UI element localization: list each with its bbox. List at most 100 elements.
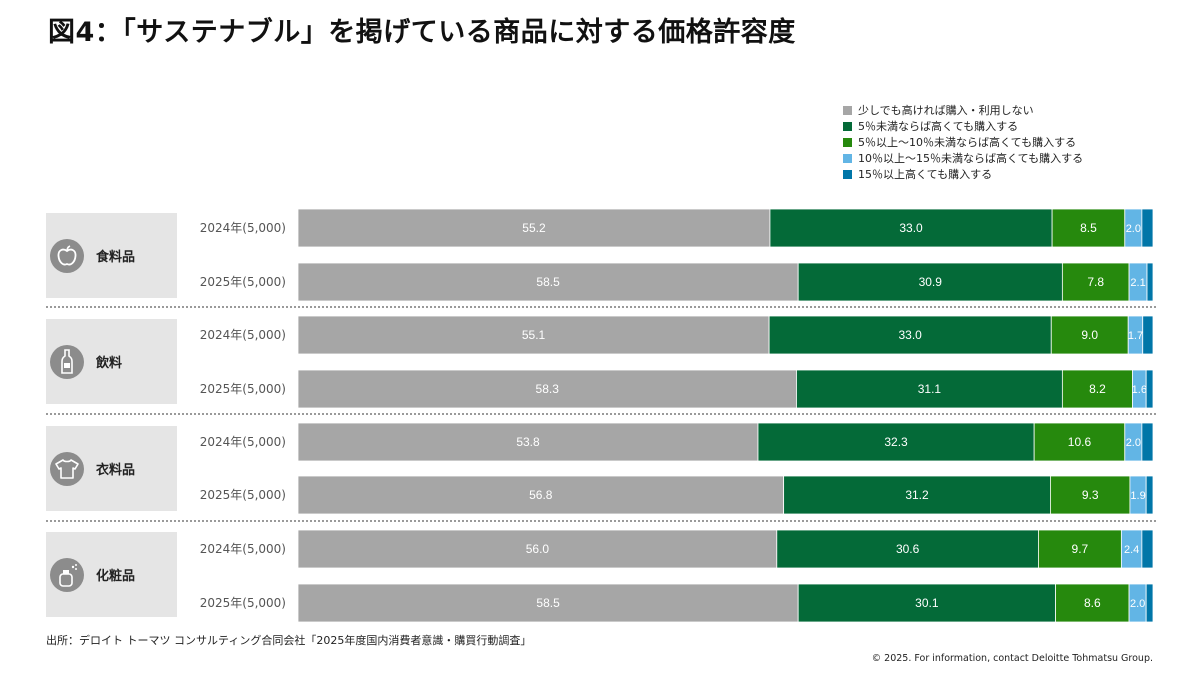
data-label: 31.2 [905,488,929,502]
bar-segment [1145,583,1154,623]
bar-segment [768,315,1052,355]
chart-title: 図4：「サステナブル」を掲げている商品に対する価格許容度 [48,17,796,48]
bar-segment [297,422,759,462]
group-beverage: 飲料 [46,319,177,404]
spray-bottle-icon [50,557,84,592]
data-label: 2.0 [1126,437,1141,449]
row-label: 2025年(5,000) [199,382,286,396]
data-label: 30.9 [919,275,943,289]
legend-swatch [843,137,852,147]
data-label: 30.6 [896,542,920,556]
data-label: 1.7 [1128,330,1143,342]
data-label: 56.8 [529,488,553,502]
legend-swatch [843,121,852,131]
bar-segment [1141,529,1154,569]
bar-segment [796,369,1063,409]
data-label: 8.2 [1089,382,1106,396]
legend-swatch [843,153,852,163]
bottle-icon [50,344,84,379]
data-label: 58.5 [536,596,560,610]
bar-segment [1141,208,1154,248]
legend-label: 少しでも高ければ購入・利用しない [858,104,1034,117]
data-label: 1.9 [1130,490,1145,502]
bar-segment [297,583,799,623]
bar-segment [1050,475,1131,515]
data-label: 9.7 [1072,542,1089,556]
group-label: 飲料 [96,356,123,371]
data-label: 2.1 [1130,277,1145,289]
data-label: 33.0 [899,328,923,342]
legend-item: 10％以上～15％未満ならば高くても購入する [843,150,1083,166]
bar-segment [1051,208,1126,248]
bar-segment [1061,262,1130,302]
row-label: 2024年(5,000) [199,328,286,342]
apple-icon [50,238,84,273]
data-label: 2.0 [1126,223,1141,235]
bar-segment [1055,583,1130,623]
legend-label: 5％以上～10％未満ならば高くても購入する [858,136,1077,149]
data-label: 2.0 [1130,598,1145,610]
legend-item: 15％以上高くても購入する [843,166,1083,182]
bar-segment [797,583,1056,623]
group-label: 化粧品 [96,569,136,584]
row-label: 2024年(5,000) [199,542,286,556]
bar-segment [297,475,785,515]
group-clothing: 衣料品 [46,426,177,511]
row-label: 2025年(5,000) [199,488,286,502]
bar-segment [1142,315,1154,355]
data-label: 2.4 [1124,544,1139,556]
data-label: 1.6 [1132,384,1147,396]
data-label: 58.5 [536,275,560,289]
data-label: 58.3 [536,382,560,396]
row-label: 2025年(5,000) [199,596,286,610]
legend: 少しでも高ければ購入・利用しない 5％未満ならば高くても購入する 5％以上～10… [843,102,1083,182]
bar-segment [1145,475,1154,515]
legend-swatch [843,105,852,115]
group-divider [46,520,1156,522]
bar-segment [1050,315,1129,355]
row-label: 2024年(5,000) [199,435,286,449]
bar-segment [297,262,799,302]
data-label: 56.0 [526,542,550,556]
group-label: 衣料品 [96,463,136,478]
row-label: 2025年(5,000) [199,275,286,289]
data-label: 33.0 [899,221,923,235]
bar-segment [1146,262,1154,302]
bar-segment [297,208,771,248]
bar-segment [1141,422,1154,462]
data-label: 10.6 [1068,435,1092,449]
bar-segment [1038,529,1122,569]
data-label: 30.1 [915,596,939,610]
bar-segment [297,369,797,409]
data-label: 32.3 [884,435,908,449]
bar-segment [797,262,1063,302]
legend-swatch [843,169,852,179]
data-label: 55.2 [522,221,546,235]
row-label: 2024年(5,000) [199,221,286,235]
legend-label: 5％未満ならば高くても購入する [858,120,1019,133]
bar-segment [1145,369,1154,409]
bar-segment [297,529,778,569]
data-label: 9.0 [1081,328,1098,342]
data-label: 9.3 [1082,488,1099,502]
group-cosmetics: 化粧品 [46,532,177,617]
data-label: 8.6 [1084,596,1101,610]
bar-segment [783,475,1051,515]
group-label: 食料品 [96,250,136,265]
bar-segment [1033,422,1126,462]
group-divider [46,413,1156,415]
shirt-icon [50,451,84,486]
copyright-note: © 2025. For information, contact Deloitt… [871,653,1153,664]
legend-item: 少しでも高ければ購入・利用しない [843,102,1083,118]
data-label: 53.8 [516,435,540,449]
source-note: 出所：デロイト トーマツ コンサルティング合同会社「2025年度国内消費者意識・… [46,634,532,647]
data-label: 7.8 [1087,275,1104,289]
legend-item: 5％未満ならば高くても購入する [843,118,1083,134]
bar-segment [776,529,1039,569]
legend-label: 10％以上～15％未満ならば高くても購入する [858,152,1084,165]
group-food: 食料品 [46,213,177,298]
group-divider [46,306,1156,308]
legend-label: 15％以上高くても購入する [858,168,993,181]
legend-item: 5％以上～10％未満ならば高くても購入する [843,134,1083,150]
